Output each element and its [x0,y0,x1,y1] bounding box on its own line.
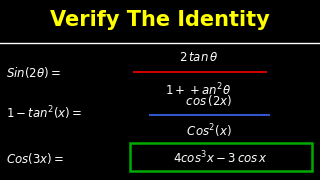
Text: $1 + + an^2\theta$: $1 + + an^2\theta$ [165,82,231,98]
Text: $2\,tan\,\theta$: $2\,tan\,\theta$ [179,51,218,64]
Text: Verify The Identity: Verify The Identity [50,10,270,30]
FancyBboxPatch shape [130,143,312,171]
Text: $Cos(3x) =$: $Cos(3x) =$ [6,151,64,166]
Text: $Sin(2\theta) =$: $Sin(2\theta) =$ [6,64,61,80]
Text: $4cos^3x - 3\,cos\,x$: $4cos^3x - 3\,cos\,x$ [173,150,268,167]
Text: $1 - tan^2(x) =$: $1 - tan^2(x) =$ [6,105,83,122]
Text: $\,Cos^2(x)$: $\,Cos^2(x)$ [185,123,231,140]
Text: $\,cos\,(2x)$: $\,cos\,(2x)$ [184,93,232,108]
